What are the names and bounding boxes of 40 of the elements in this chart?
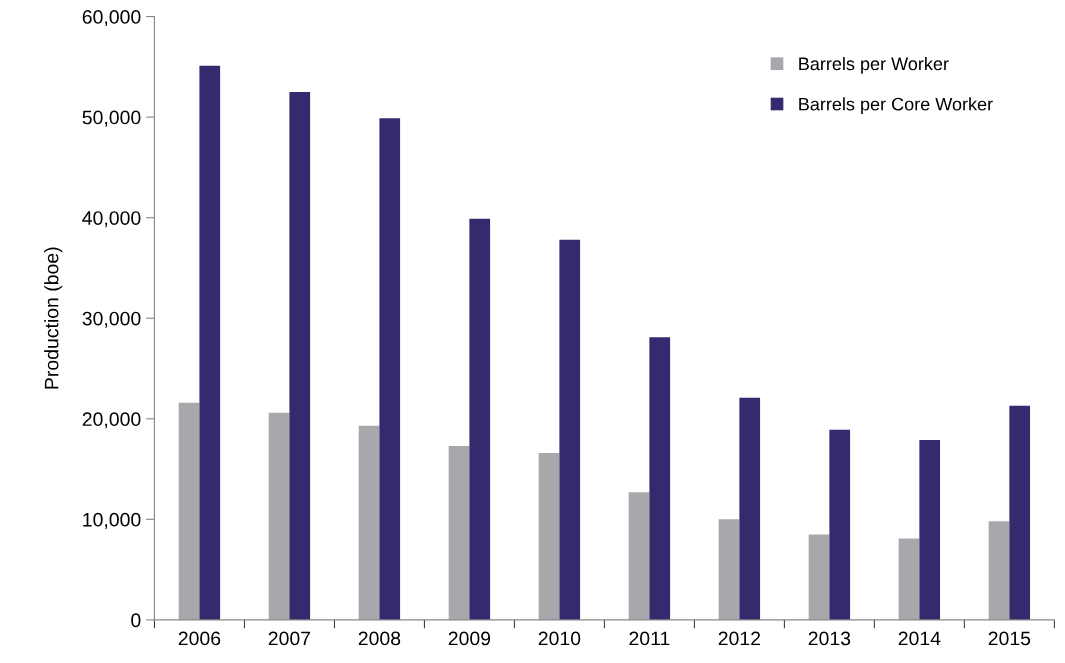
bar: [178, 402, 200, 620]
bar: [199, 65, 221, 620]
bar: [919, 439, 941, 620]
y-tick-label: 40,000: [82, 211, 141, 228]
x-tick-label: 2009: [448, 631, 491, 646]
bar: [268, 412, 290, 620]
x-tick-label: 2012: [718, 631, 761, 646]
y-axis-title: Production (boe): [44, 247, 63, 389]
bar: [808, 534, 830, 620]
y-tick-label: 30,000: [82, 311, 141, 328]
x-tick-label: 2010: [538, 631, 581, 646]
x-tick-label: 2008: [358, 631, 401, 646]
bar: [379, 118, 401, 620]
legend-label: Barrels per Worker: [799, 56, 949, 74]
bar: [559, 239, 581, 620]
bar: [829, 429, 851, 620]
bar: [718, 519, 740, 620]
bar: [538, 452, 560, 620]
bar: [988, 521, 1010, 620]
bar: [358, 425, 380, 620]
x-tick-label: 2013: [808, 631, 851, 646]
y-tick-label: 10,000: [83, 512, 141, 529]
x-tick-label: 2007: [268, 631, 311, 646]
bar: [289, 91, 311, 620]
bar: [1009, 405, 1031, 620]
x-tick-label: 2006: [178, 631, 221, 646]
bar: [739, 397, 761, 620]
y-tick-label: 50,000: [82, 110, 141, 127]
bar: [898, 538, 920, 620]
bar: [649, 337, 671, 620]
y-tick-label: 20,000: [82, 412, 141, 429]
x-tick-label: 2015: [988, 631, 1031, 646]
x-tick-label: 2014: [898, 631, 941, 646]
bar: [628, 492, 650, 620]
legend-label: Barrels per Core Worker: [799, 97, 993, 115]
y-tick-label: 60,000: [82, 10, 141, 27]
x-tick-label: 2011: [629, 631, 670, 646]
bar: [469, 218, 491, 620]
y-tick-label: 0: [131, 613, 141, 628]
bar: [448, 445, 470, 620]
